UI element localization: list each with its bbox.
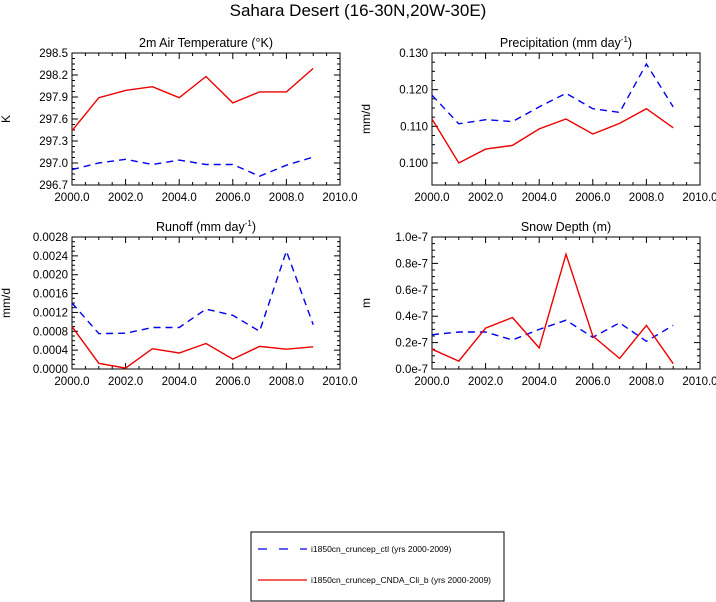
x-tick-label: 2000.0 — [414, 376, 449, 388]
legend-label-cnda: i1850cn_cruncep_CNDA_Cli_b (yrs 2000-200… — [311, 575, 491, 585]
y-tick-label: 297.3 — [39, 136, 68, 148]
x-tick-label: 2006.0 — [575, 192, 610, 204]
legend-label-ctl: i1850cn_cruncep_ctl (yrs 2000-2009) — [311, 544, 452, 554]
x-tick-label: 2010.0 — [322, 376, 357, 388]
panel-title: Snow Depth (m) — [521, 220, 611, 234]
y-axis-label: mm/d — [359, 104, 373, 134]
x-tick-label: 2008.0 — [269, 192, 304, 204]
y-axis-label: m — [359, 298, 373, 308]
plot-frame — [431, 236, 701, 370]
x-tick-label: 2000.0 — [54, 192, 89, 204]
y-tick-label: 0.6e-7 — [395, 285, 428, 297]
x-tick-label: 2004.0 — [162, 192, 197, 204]
x-tick-label: 2010.0 — [322, 192, 357, 204]
x-tick-label: 2006.0 — [575, 376, 610, 388]
panel-1: Precipitation (mm day-1) mm/d 2000.0 2002.0… — [359, 35, 716, 204]
series-line-ctl — [431, 319, 674, 343]
series-line-cnda — [71, 67, 314, 132]
plot-frame — [71, 236, 341, 370]
x-tick-label: 2002.0 — [468, 376, 503, 388]
y-tick-label: 0.8e-7 — [395, 258, 428, 270]
series-line-cnda — [431, 107, 674, 164]
y-axis-label: K — [0, 115, 13, 123]
y-tick-label: 0.4e-7 — [395, 311, 428, 323]
y-tick-label: 0.2e-7 — [395, 338, 428, 350]
y-tick-label: 298.2 — [39, 70, 68, 82]
y-tick-label: 297.0 — [39, 158, 68, 170]
x-tick-label: 2000.0 — [414, 192, 449, 204]
y-tick-label: 0.0000 — [33, 364, 68, 376]
y-tick-label: 0.110 — [400, 121, 428, 133]
x-tick-label: 2004.0 — [522, 192, 557, 204]
x-tick-label: 2006.0 — [215, 192, 250, 204]
panel-2: Runoff (mm day-1) mm/d 2000.0 2002.0 2004.0 2… — [0, 219, 358, 388]
y-tick-label: 297.9 — [39, 92, 68, 104]
x-tick-label: 2004.0 — [162, 376, 197, 388]
panels: 2m Air Temperature (°K) K 2000.0 2002.0 2004… — [0, 35, 716, 388]
y-tick-label: 298.5 — [39, 48, 68, 60]
y-tick-label: 0.100 — [399, 158, 428, 170]
x-tick-label: 2002.0 — [468, 192, 503, 204]
y-tick-label: 0.0004 — [33, 345, 69, 357]
x-tick-label: 2010.0 — [682, 376, 716, 388]
y-tick-label: 0.0016 — [33, 289, 68, 301]
x-tick-label: 2002.0 — [108, 376, 143, 388]
y-tick-label: 0.0024 — [33, 251, 69, 263]
series-line-cnda — [431, 251, 674, 365]
y-tick-label: 0.130 — [399, 48, 428, 60]
panel-3: Snow Depth (m) m 2000.0 2002.0 2004.0 2006.0 2… — [359, 220, 716, 388]
y-tick-label: 296.7 — [39, 180, 68, 192]
panel-title: Precipitation (mm day-1) — [500, 35, 632, 50]
x-tick-label: 2008.0 — [269, 376, 304, 388]
series-line-ctl — [431, 62, 674, 125]
series-line-cnda — [71, 326, 314, 369]
series-line-ctl — [71, 156, 314, 177]
y-tick-label: 297.6 — [39, 114, 68, 126]
series-line-ctl — [71, 248, 314, 335]
x-tick-label: 2002.0 — [108, 192, 143, 204]
panel-0: 2m Air Temperature (°K) K 2000.0 2002.0 2004… — [0, 36, 358, 204]
x-tick-label: 2008.0 — [629, 192, 664, 204]
y-tick-label: 0.0012 — [33, 307, 68, 319]
y-axis-label: mm/d — [0, 288, 13, 318]
figure-title: Sahara Desert (16-30N,20W-30E) — [230, 1, 487, 20]
panel-title: Runoff (mm day-1) — [156, 219, 256, 234]
y-tick-label: 0.0e-7 — [395, 364, 428, 376]
y-tick-label: 0.0028 — [33, 232, 68, 244]
y-tick-label: 0.0020 — [33, 270, 68, 282]
legend-frame — [250, 531, 505, 602]
x-tick-label: 2000.0 — [54, 376, 89, 388]
legend: i1850cn_cruncep_ctl (yrs 2000-2009) i185… — [250, 531, 505, 602]
y-tick-label: 1.0e-7 — [395, 232, 428, 244]
panel-title: 2m Air Temperature (°K) — [139, 36, 273, 50]
x-tick-label: 2010.0 — [682, 192, 716, 204]
x-tick-label: 2008.0 — [629, 376, 664, 388]
y-tick-label: 0.120 — [399, 85, 428, 97]
y-tick-label: 0.0008 — [33, 326, 68, 338]
x-tick-label: 2006.0 — [215, 376, 250, 388]
x-tick-label: 2004.0 — [522, 376, 557, 388]
